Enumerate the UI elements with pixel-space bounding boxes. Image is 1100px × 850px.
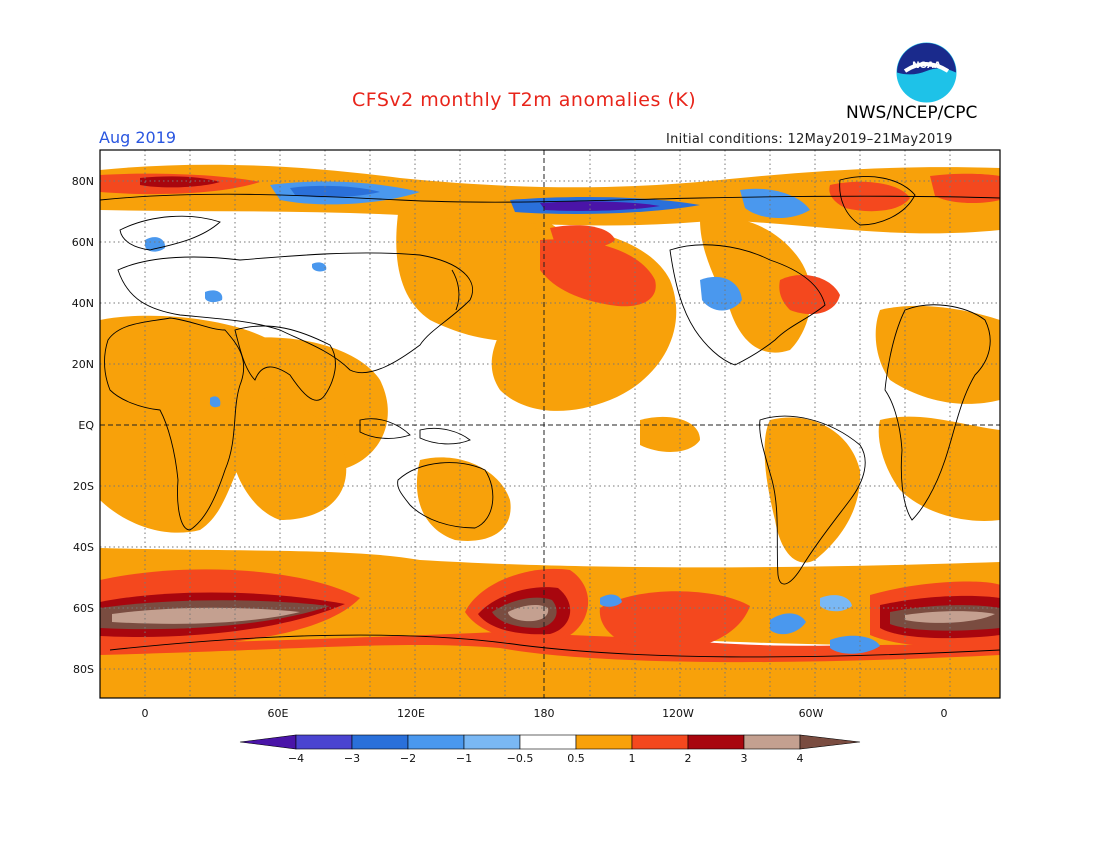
coastlines [99, 176, 1001, 658]
legend-label: −3 [344, 752, 360, 765]
noaa-logo-icon: NOAA [896, 42, 957, 103]
initial-conditions: Initial conditions: 12May2019–21May2019 [666, 132, 953, 147]
legend-label: −1 [456, 752, 472, 765]
legend-label: 0.5 [567, 752, 585, 765]
legend-swatch [295, 734, 353, 750]
lon-label: 60W [799, 707, 824, 720]
map-frame [99, 149, 1001, 699]
legend-label: −2 [400, 752, 416, 765]
lon-label: 120W [662, 707, 694, 720]
lat-label: 20S [73, 480, 94, 493]
legend-swatch [239, 734, 297, 750]
latitude-labels: 80N 60N 40N 20N EQ 20S 40S 60S 80S [72, 175, 95, 676]
agency-label: NWS/NCEP/CPC [846, 103, 978, 123]
legend-swatch [575, 734, 633, 750]
longitude-labels: 0 60E 120E 180 120W 60W 0 [142, 707, 948, 720]
legend-label: 2 [685, 752, 692, 765]
valid-month: Aug 2019 [99, 128, 177, 147]
logo-text: NOAA [912, 61, 941, 71]
legend-swatch [351, 734, 409, 750]
lat-label: 60S [73, 602, 94, 615]
lat-label: 80S [73, 663, 94, 676]
graticule [100, 150, 1000, 698]
lon-label: 0 [941, 707, 948, 720]
legend-swatch [743, 734, 801, 750]
legend-swatch [687, 734, 745, 750]
lon-label: 60E [268, 707, 289, 720]
legend-label: −0.5 [507, 752, 534, 765]
legend-swatch [631, 734, 689, 750]
legend-swatch [799, 734, 861, 750]
lat-label: 40S [73, 541, 94, 554]
legend-swatch [519, 734, 577, 750]
legend-label: 3 [741, 752, 748, 765]
legend-swatch [463, 734, 521, 750]
lat-label: EQ [78, 419, 94, 432]
lat-label: 60N [72, 236, 94, 249]
legend-label: 1 [629, 752, 636, 765]
chart-title: CFSv2 monthly T2m anomalies (K) [352, 89, 697, 111]
legend-label: 4 [797, 752, 804, 765]
lon-label: 0 [142, 707, 149, 720]
lon-label: 120E [397, 707, 425, 720]
legend-label: −4 [288, 752, 304, 765]
lat-label: 80N [72, 175, 94, 188]
color-legend: −4 −3 −2 −1 −0.5 0.5 1 2 3 4 [239, 734, 861, 765]
reference-lines [100, 150, 1000, 698]
legend-swatch [407, 734, 465, 750]
lat-label: 40N [72, 297, 94, 310]
lat-label: 20N [72, 358, 94, 371]
lon-label: 180 [534, 707, 555, 720]
